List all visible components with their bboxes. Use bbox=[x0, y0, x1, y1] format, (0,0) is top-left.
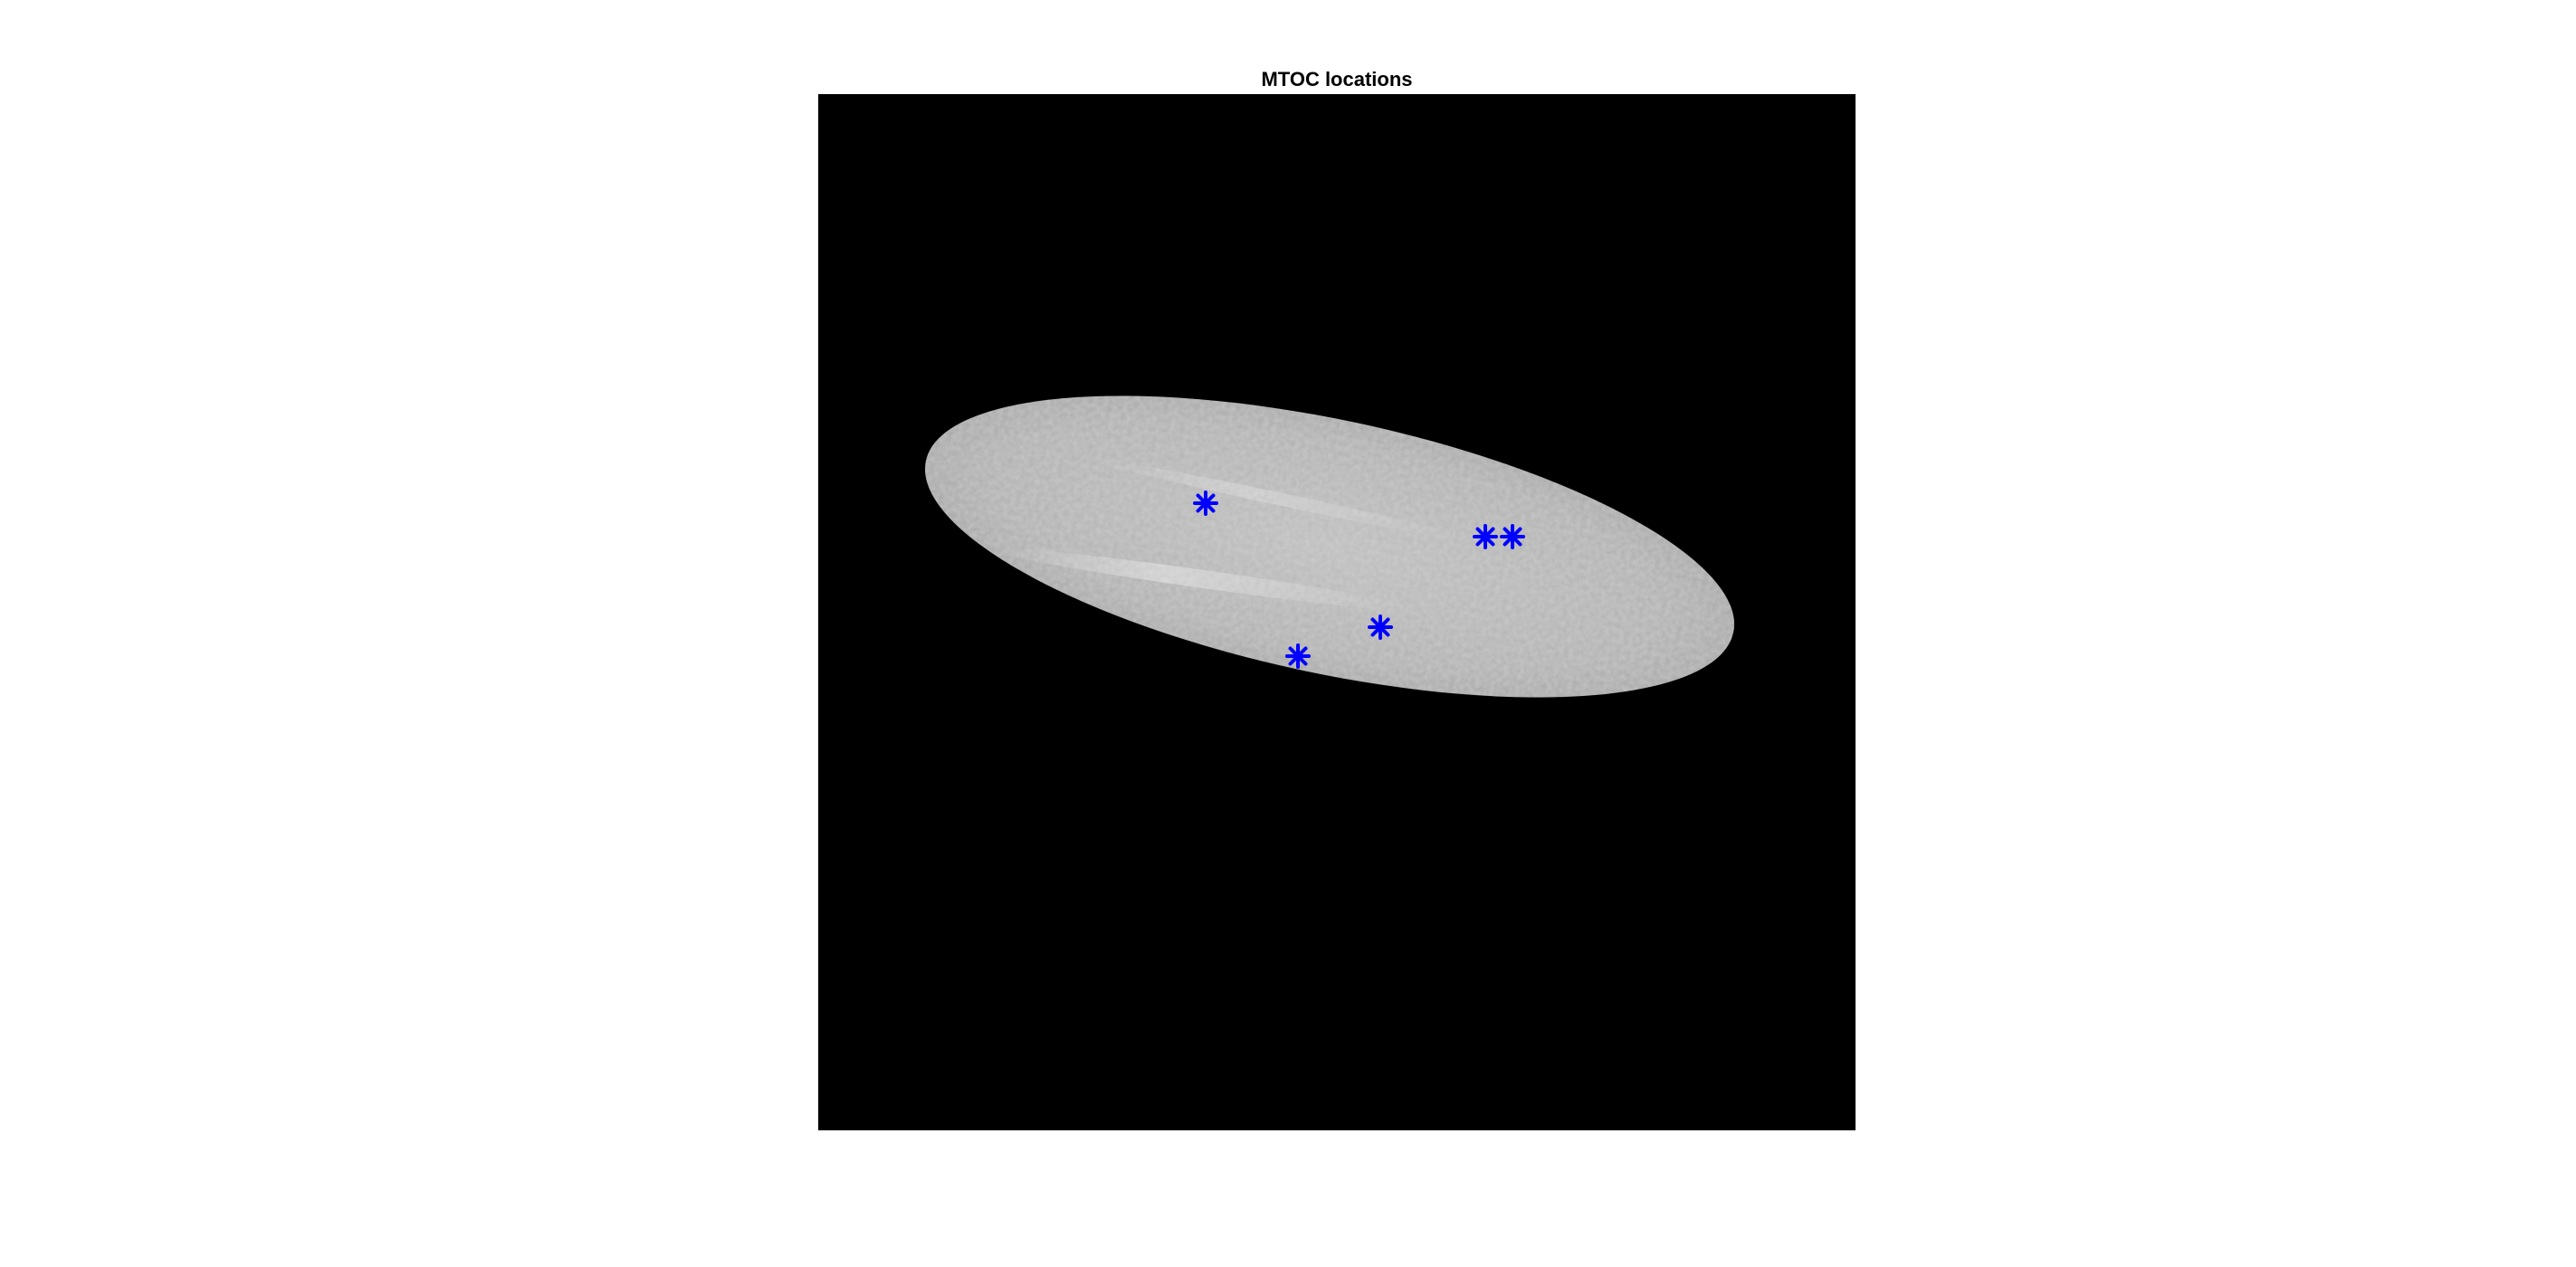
image-axes bbox=[818, 94, 1856, 1130]
mtoc-marker bbox=[1285, 643, 1311, 669]
mtoc-marker bbox=[1500, 524, 1525, 549]
mtoc-marker bbox=[1193, 491, 1218, 516]
mtoc-markers bbox=[1193, 491, 1525, 669]
image-canvas bbox=[818, 94, 1856, 1130]
mtoc-marker bbox=[1473, 524, 1498, 549]
mtoc-marker bbox=[1368, 614, 1393, 640]
cell-body bbox=[925, 395, 1734, 698]
plot-title: MTOC locations bbox=[1261, 68, 1413, 90]
